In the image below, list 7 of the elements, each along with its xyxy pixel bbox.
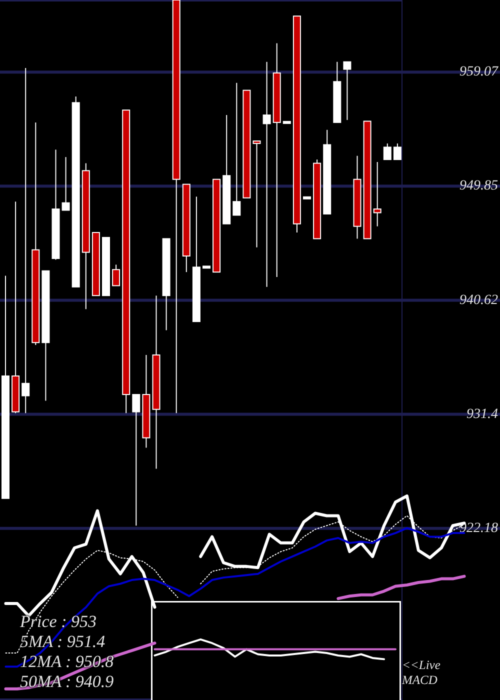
annotation: <<Live MACD [402, 658, 442, 688]
y-tick-label: 959.07 [460, 64, 499, 80]
y-tick-label: 949.85 [460, 178, 498, 194]
y-tick-label: 940.62 [460, 292, 498, 308]
y-tick-label: 922.18 [460, 520, 498, 536]
annotation: Price : 953 [20, 612, 96, 632]
y-tick-label: 931.4 [466, 406, 498, 422]
